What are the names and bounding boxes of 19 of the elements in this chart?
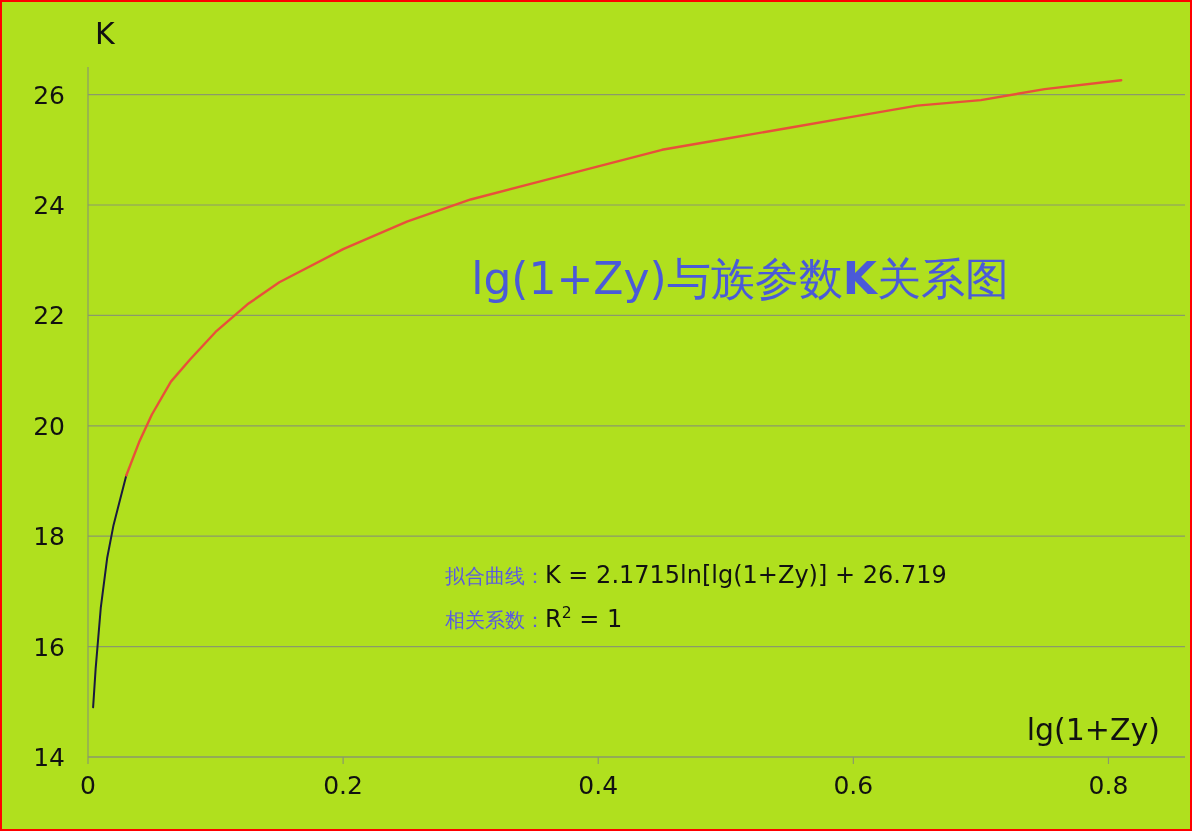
- line-series: [92, 474, 128, 709]
- y-tick-label: 24: [33, 191, 65, 220]
- x-axis-title: lg(1+Zy): [1026, 712, 1160, 747]
- y-tick-label: 14: [33, 743, 65, 772]
- annotation: 相关系数：R$^{2}$ = 1: [445, 604, 623, 633]
- line-series: [125, 79, 1123, 477]
- y-tick-label: 20: [33, 411, 65, 441]
- y-tick-label: 18: [33, 522, 65, 552]
- text: lg(1+Zy)与族参数K关系图: [471, 253, 1009, 304]
- x-tick-label: 0.6: [833, 771, 874, 800]
- y-tick-label: 22: [33, 301, 65, 331]
- y-tick-label: 16: [33, 632, 65, 662]
- y-tick-label: 26: [33, 80, 65, 110]
- annotation: 拟合曲线：K = 2.1715ln[lg(1+Zy)] + 26.719: [445, 561, 947, 589]
- y-axis-title: K: [95, 16, 116, 51]
- x-tick-label: 0.4: [578, 771, 619, 800]
- x-tick-label: 0: [80, 771, 96, 800]
- x-tick-label: 0.8: [1088, 771, 1129, 800]
- x-tick-label: 0.2: [323, 771, 363, 800]
